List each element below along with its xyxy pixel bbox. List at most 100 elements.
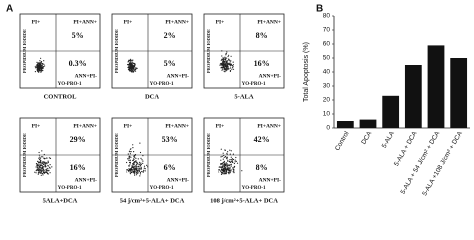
cell-dot <box>44 166 47 168</box>
cell-dot <box>226 63 228 65</box>
cell-dot <box>140 164 142 166</box>
cell-dot <box>130 156 132 158</box>
cell-dot <box>128 168 130 170</box>
cell-dot <box>140 168 142 170</box>
cell-dot <box>222 162 225 164</box>
cell-dot <box>222 58 224 60</box>
cell-dot <box>39 69 41 71</box>
cell-dot <box>132 170 134 172</box>
cell-dot <box>138 169 140 171</box>
cell-dot <box>130 67 132 69</box>
cell-dot <box>134 174 136 176</box>
quadrant-label: PI+ <box>216 123 225 129</box>
cell-dot <box>232 64 234 66</box>
cell-dot <box>223 168 225 170</box>
cell-dot <box>229 171 231 173</box>
quadrant-percent: 2% <box>164 31 176 40</box>
cell-dot <box>226 51 228 53</box>
cell-dot <box>132 165 134 167</box>
cell-dot <box>46 163 48 165</box>
cell-dot <box>224 65 226 67</box>
cell-dot <box>135 169 137 171</box>
cell-dot <box>220 156 222 158</box>
cell-dot <box>130 70 132 72</box>
cell-dot <box>231 161 234 163</box>
cell-dot <box>233 165 235 168</box>
cell-dot <box>136 161 138 163</box>
cell-dot <box>128 156 130 158</box>
cell-dot <box>42 69 44 71</box>
cell-dot <box>42 156 44 158</box>
cell-dot <box>130 168 132 170</box>
cell-dot <box>34 66 36 68</box>
cell-dot <box>38 157 40 159</box>
cell-dot <box>133 68 135 70</box>
cell-dot <box>132 163 134 166</box>
cell-dot <box>227 68 229 70</box>
y-axis-label: PROPIDIUM IODIDE <box>114 29 119 73</box>
cell-dot <box>236 162 239 164</box>
cell-dot <box>230 159 232 161</box>
cell-dot <box>225 68 227 70</box>
cell-dot <box>224 67 226 69</box>
x-tick-label: 5-ALA +108 J/cm² + DCA <box>421 130 464 197</box>
cell-dot <box>135 157 137 159</box>
cell-dot <box>137 170 139 172</box>
bar <box>404 65 422 128</box>
quadrant-label: PI+ <box>32 19 41 25</box>
cell-dot <box>130 151 132 153</box>
cell-dot <box>127 66 129 68</box>
cell-dot <box>221 166 223 168</box>
cell-dot <box>41 156 43 158</box>
cell-dot <box>135 160 137 162</box>
plot-caption: 5ALA+DCA <box>43 197 78 204</box>
cell-dot <box>227 55 229 58</box>
cell-dot <box>43 60 45 62</box>
quadrant-label: ANN+PI- <box>167 73 190 79</box>
cell-dot <box>232 167 234 169</box>
cell-dot <box>43 161 45 163</box>
cell-dot <box>233 172 235 174</box>
cell-dot <box>39 62 41 65</box>
cell-dot <box>144 168 146 170</box>
quadrant-label: PI+ <box>124 19 133 25</box>
x-tick-label: 5-ALA + DCA <box>393 130 419 168</box>
quadrant-label: ANN+PI- <box>167 177 190 183</box>
cell-dot <box>235 160 237 162</box>
cell-dot <box>131 167 133 169</box>
cell-dot <box>136 166 138 168</box>
cell-dot <box>41 65 43 67</box>
cell-dot <box>41 170 44 172</box>
cell-dot <box>38 71 40 73</box>
cell-dot <box>46 170 48 172</box>
cell-dot <box>39 65 42 67</box>
cell-dot <box>220 159 222 161</box>
cell-dot <box>128 159 130 161</box>
plot-caption: 108 j/cm²+5-ALA+ DCA <box>210 197 278 204</box>
cell-dot <box>224 64 226 66</box>
cell-dot <box>232 68 235 70</box>
cell-dot <box>40 71 42 73</box>
cell-dot <box>37 167 39 169</box>
cell-dot <box>129 65 131 67</box>
cell-dot <box>229 170 231 172</box>
cell-dot <box>135 68 137 70</box>
cell-dot <box>232 158 235 161</box>
quadrant-label: PI+ANN+ <box>73 123 97 129</box>
x-tick-label: 5-ALA <box>381 130 396 150</box>
cell-dot <box>134 63 136 65</box>
cell-dot <box>34 171 36 173</box>
cell-dot <box>40 164 42 166</box>
cell-dot <box>228 58 230 60</box>
quadrant-percent: 42% <box>254 135 270 144</box>
cell-dot <box>130 171 132 174</box>
cell-dot <box>44 158 46 160</box>
quadrant-label: ANN+PI- <box>259 73 282 79</box>
cell-dot <box>228 68 230 70</box>
x-tick-label: Control <box>334 130 351 152</box>
cell-dot <box>225 63 227 65</box>
cell-dot <box>39 70 41 72</box>
cell-dot <box>42 174 44 176</box>
cell-dot <box>139 142 141 144</box>
x-axis-label: YO-PRO-1 <box>150 82 174 87</box>
